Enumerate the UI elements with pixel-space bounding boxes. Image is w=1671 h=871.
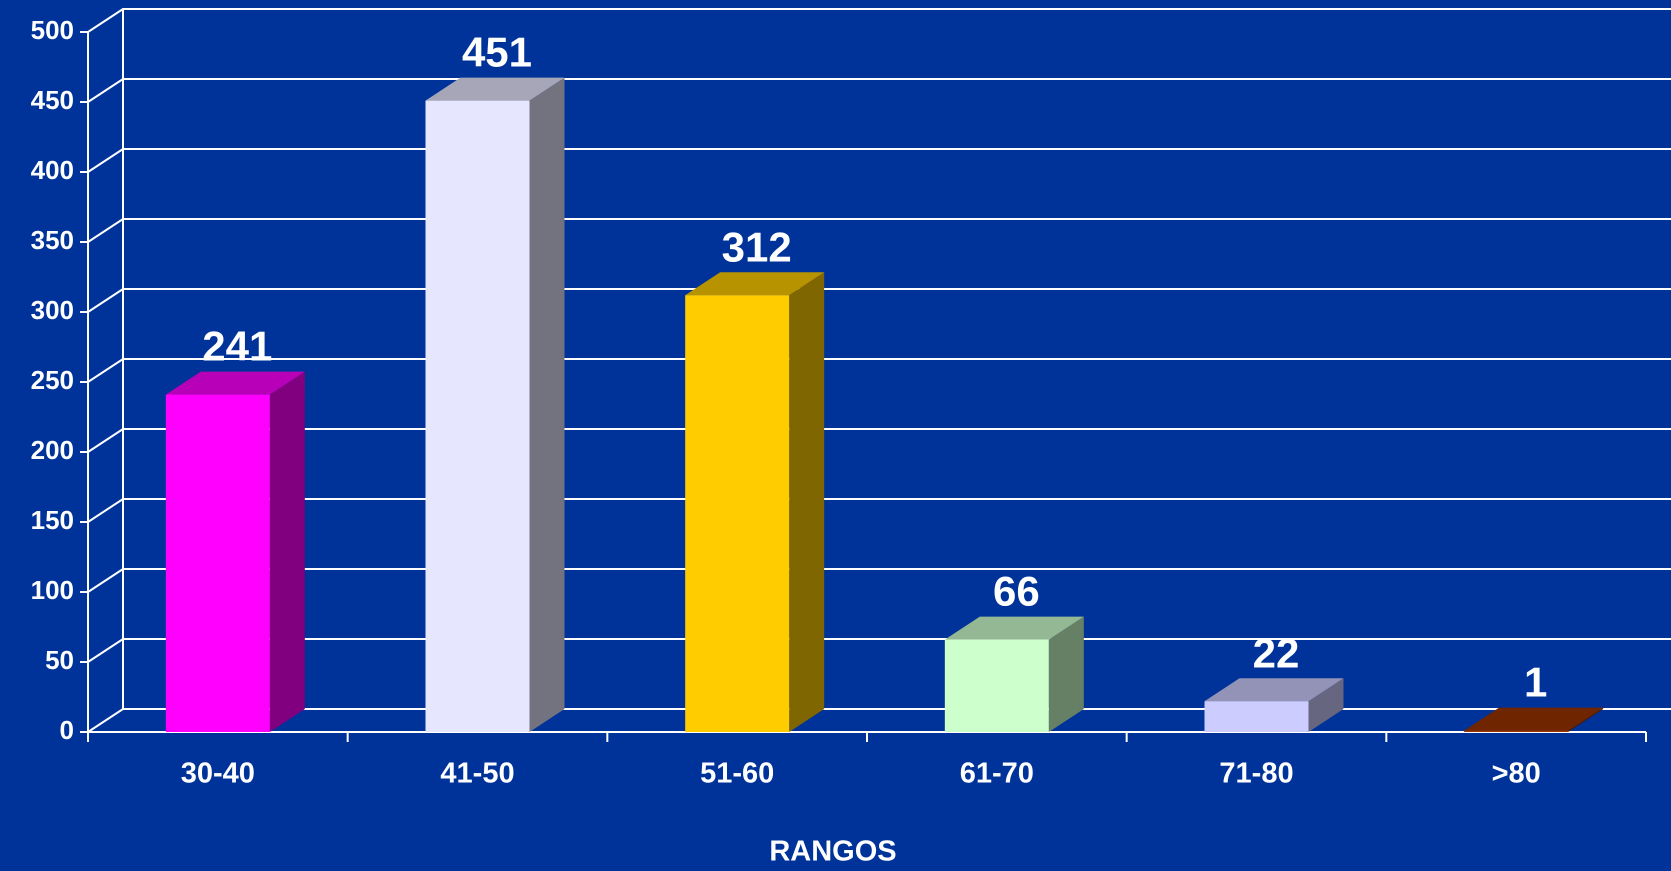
bar-top [944,616,1084,640]
bar-top [1204,678,1344,702]
bar [425,100,530,733]
value-label: 66 [993,568,1040,615]
value-label: 312 [722,223,792,270]
bar [1464,730,1569,732]
y-tick-label: 500 [31,15,74,45]
y-tick-label: 300 [31,295,74,325]
value-label: 241 [202,323,272,370]
bar [165,394,270,732]
x-tick-label: 71-80 [1219,758,1293,790]
y-tick-label: 200 [31,435,74,465]
y-tick-label: 450 [31,85,74,115]
bar [1204,701,1309,732]
bar-side [789,272,825,732]
x-tick-label: 30-40 [181,758,255,790]
x-axis-label: RANGOS [769,836,896,868]
value-label: 451 [462,29,532,76]
bar-side [269,371,305,732]
x-tick-label: 41-50 [440,758,514,790]
bar-top [1464,707,1604,731]
x-tick-label: 51-60 [700,758,774,790]
bar-side [1048,616,1084,732]
y-tick-label: 50 [45,645,74,675]
y-tick-label: 400 [31,155,74,185]
value-label: 1 [1524,659,1547,706]
bar-side [529,77,565,733]
bar [685,295,790,732]
x-tick-label: >80 [1492,758,1541,790]
y-tick-label: 250 [31,365,74,395]
bar-side [1308,678,1344,732]
bar-side [1568,707,1604,732]
value-label: 22 [1253,629,1300,676]
bar [944,639,1049,732]
y-tick-label: 0 [60,715,74,745]
y-tick-label: 100 [31,575,74,605]
y-tick-label: 350 [31,225,74,255]
y-tick-label: 150 [31,505,74,535]
bar-top [425,77,565,101]
bar-top [685,272,825,296]
x-tick-label: 61-70 [960,758,1034,790]
bar-top [165,371,305,395]
